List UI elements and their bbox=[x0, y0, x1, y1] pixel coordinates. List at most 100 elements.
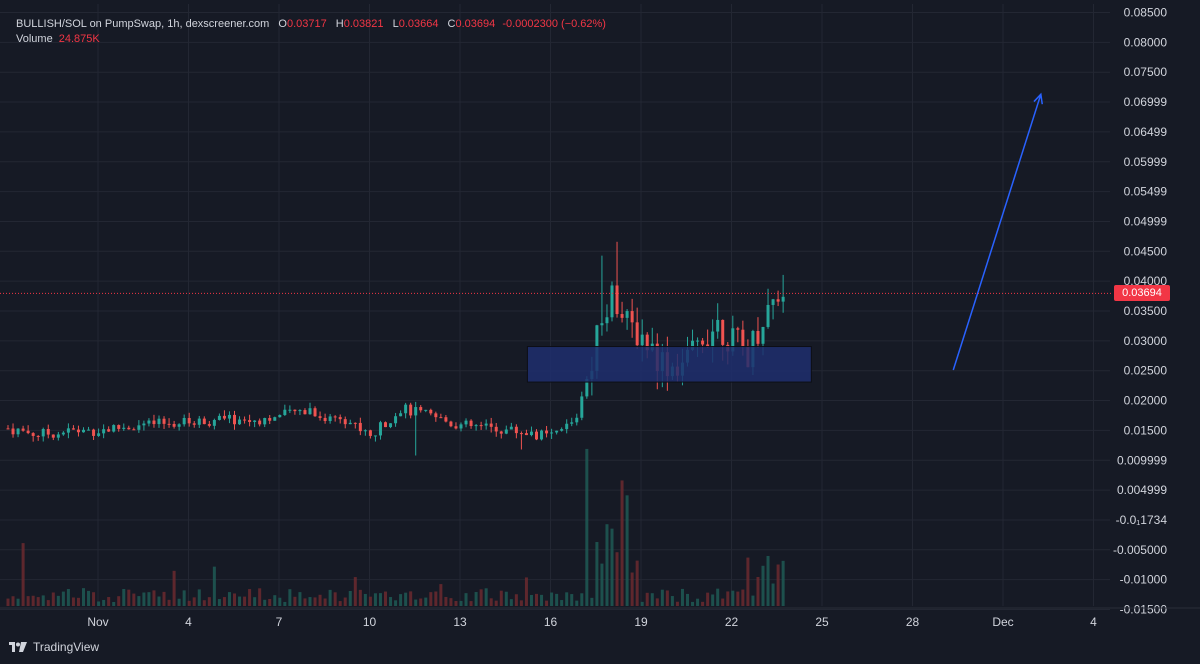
volume-bar bbox=[419, 598, 423, 606]
volume-bar bbox=[660, 589, 664, 606]
close-label: C bbox=[447, 18, 456, 30]
candle-body bbox=[338, 417, 342, 420]
candle-body bbox=[328, 416, 332, 422]
volume-bar bbox=[550, 592, 554, 606]
volume-bar bbox=[771, 583, 775, 606]
candle-body bbox=[600, 323, 604, 326]
candle-body bbox=[263, 418, 267, 425]
candle-body bbox=[580, 396, 584, 418]
volume-bar bbox=[711, 594, 715, 606]
candle-body bbox=[56, 434, 60, 438]
candle-body bbox=[585, 379, 589, 397]
candle-body bbox=[212, 419, 216, 426]
volume-bar bbox=[61, 591, 65, 606]
volume-bar bbox=[610, 528, 614, 606]
candle-body bbox=[373, 435, 377, 437]
candle-body bbox=[36, 435, 40, 437]
y-tick-label: 0.08000 bbox=[1124, 35, 1168, 49]
volume-bar bbox=[509, 599, 513, 606]
candle-body bbox=[419, 407, 423, 411]
volume-bar bbox=[268, 598, 272, 606]
volume-bar bbox=[565, 592, 569, 606]
volume-bar bbox=[399, 594, 403, 606]
volume-bar bbox=[16, 598, 20, 606]
candle-body bbox=[358, 422, 362, 432]
candle-body bbox=[776, 299, 780, 302]
candle-body bbox=[414, 407, 418, 416]
volume-bar bbox=[459, 600, 463, 606]
volume-bar bbox=[46, 600, 50, 606]
time-axis[interactable]: Nov 4 7 10 13 16 19 22 25 28 Dec 4 bbox=[0, 607, 1200, 629]
candle-body bbox=[26, 430, 30, 434]
volume-bar bbox=[535, 593, 538, 606]
candle-body bbox=[560, 429, 564, 431]
volume-bar bbox=[36, 597, 40, 606]
candle-body bbox=[137, 425, 141, 430]
volume-bar bbox=[570, 594, 574, 606]
volume-bar bbox=[590, 597, 594, 606]
volume-bar bbox=[273, 595, 277, 606]
candle-body bbox=[404, 404, 408, 414]
symbol-title[interactable]: BULLISH/SOL on PumpSwap, 1h, dexscreener… bbox=[16, 18, 270, 30]
x-tick-label: 7 bbox=[276, 615, 283, 629]
volume-bar bbox=[665, 590, 669, 606]
volume-bar bbox=[222, 597, 226, 606]
volume-bar bbox=[102, 599, 106, 606]
candle-body bbox=[469, 420, 473, 427]
volume-bar bbox=[253, 597, 257, 606]
candle-body bbox=[46, 429, 50, 435]
candle-body bbox=[16, 428, 20, 435]
volume-bar bbox=[363, 593, 367, 606]
candle-body bbox=[615, 285, 619, 315]
candle-body bbox=[92, 429, 96, 436]
price-axis[interactable]: 0.08500 0.08000 0.07500 0.06999 0.06499 0.059… bbox=[1113, 6, 1167, 617]
volume-bar bbox=[645, 592, 649, 606]
y-tick-label: -0.005000 bbox=[1113, 543, 1167, 557]
y-tick-label: 0.05999 bbox=[1124, 155, 1168, 169]
volume-bar bbox=[56, 595, 60, 606]
candle-body bbox=[112, 425, 116, 432]
tradingview-brand[interactable]: TradingView bbox=[9, 640, 99, 654]
volume-bar bbox=[716, 588, 720, 606]
volume-bar bbox=[313, 597, 317, 606]
volume-bar bbox=[182, 590, 186, 606]
candle-body bbox=[424, 409, 428, 411]
volume-bar bbox=[132, 593, 136, 606]
volume-bar bbox=[358, 589, 362, 606]
candle-body bbox=[514, 426, 518, 434]
volume-bar bbox=[192, 597, 196, 606]
y-tick-label: -0.01500 bbox=[1120, 603, 1168, 617]
volume-bar bbox=[87, 590, 91, 606]
candle-body bbox=[439, 417, 443, 419]
y-tick-label: 0.04000 bbox=[1124, 274, 1168, 288]
candle-body bbox=[484, 423, 488, 426]
volume-bar bbox=[514, 594, 518, 606]
candle-body bbox=[499, 431, 503, 434]
candle-body bbox=[550, 432, 554, 434]
candle-body bbox=[459, 424, 463, 429]
candle-body bbox=[565, 423, 569, 430]
candle-body bbox=[162, 418, 166, 424]
drawings bbox=[0, 92, 1112, 383]
volume-label: Volume bbox=[16, 33, 53, 45]
candle-body bbox=[343, 419, 347, 425]
candle-body bbox=[132, 429, 136, 431]
volume-bar bbox=[172, 570, 176, 606]
y-tick-label: 0.06999 bbox=[1124, 95, 1168, 109]
volume-bar bbox=[454, 601, 458, 606]
candle-body bbox=[605, 317, 609, 324]
volume-bar bbox=[384, 591, 387, 606]
volume-bar bbox=[675, 601, 679, 606]
volume-bar bbox=[11, 596, 15, 606]
volume-bar bbox=[529, 594, 533, 606]
candle-body bbox=[66, 428, 70, 433]
candle-body bbox=[464, 420, 468, 425]
candle-body bbox=[736, 328, 740, 330]
candle-body bbox=[756, 330, 760, 344]
volume-bar bbox=[620, 480, 624, 606]
volume-bars bbox=[6, 448, 785, 606]
candle-body bbox=[313, 408, 317, 417]
candle-body bbox=[283, 409, 287, 415]
